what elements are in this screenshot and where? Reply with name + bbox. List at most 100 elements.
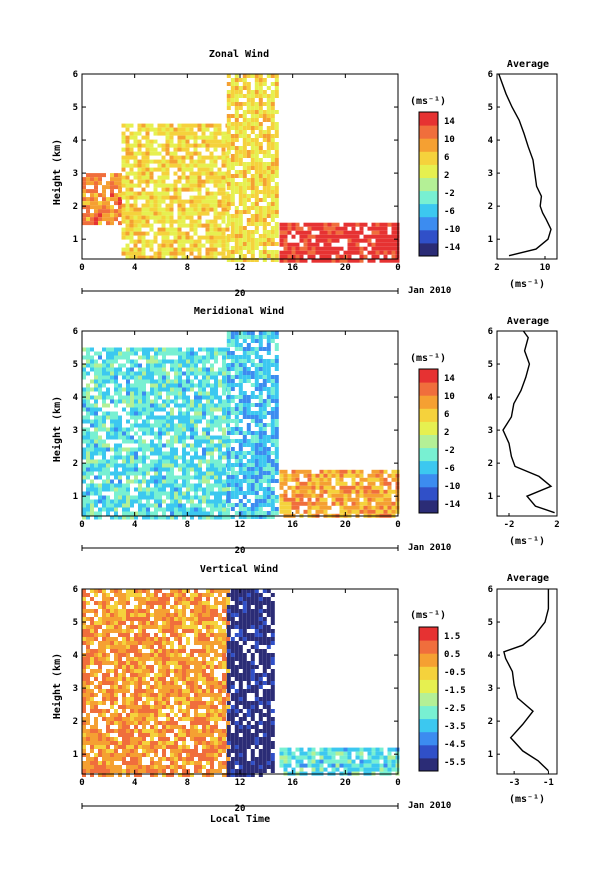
heatmap-cell	[130, 399, 134, 404]
heatmap-cell	[194, 367, 198, 372]
heatmap-cell	[226, 118, 231, 122]
heatmap-cell	[198, 367, 202, 372]
heatmap-cell	[82, 419, 86, 424]
heatmap-cell	[218, 665, 222, 669]
heatmap-cell	[319, 477, 324, 482]
heatmap-cell	[170, 649, 174, 653]
heatmap-cell	[86, 213, 90, 218]
heatmap-cell	[169, 247, 174, 252]
heatmap-cell	[86, 435, 90, 440]
heatmap-cell	[130, 499, 134, 504]
heatmap-cell	[145, 167, 150, 172]
heatmap-cell	[169, 183, 174, 188]
heatmap-cell	[181, 239, 186, 244]
heatmap-cell	[347, 230, 352, 235]
heatmap-cell	[86, 347, 90, 352]
heatmap-cell	[138, 709, 142, 713]
heatmap-cell	[173, 183, 178, 188]
heatmap-cell	[246, 242, 251, 246]
heatmap-cell	[146, 363, 150, 368]
heatmap-cell	[90, 637, 94, 641]
heatmap-cell	[279, 509, 284, 514]
heatmap-cell	[242, 491, 247, 495]
heatmap-cell	[174, 479, 178, 484]
heatmap-cell	[299, 230, 304, 235]
heatmap-cell	[90, 387, 94, 392]
heatmap-cell	[339, 234, 344, 239]
heatmap-cell	[254, 222, 259, 226]
heatmap-cell	[194, 455, 198, 460]
heatmap-cell	[170, 669, 174, 673]
heatmap-cell	[258, 178, 263, 182]
heatmap-cell	[90, 173, 94, 178]
heatmap-cell	[165, 215, 170, 220]
heatmap-cell	[193, 179, 198, 184]
heatmap-cell	[158, 451, 162, 456]
heatmap-cell	[226, 158, 231, 162]
heatmap-cell	[122, 503, 126, 508]
heatmap-cell	[86, 451, 90, 456]
heatmap-cell	[158, 605, 162, 609]
heatmap-cell	[118, 713, 122, 717]
heatmap-cell	[221, 239, 226, 244]
heatmap-cell	[121, 163, 126, 168]
heatmap-cell	[90, 463, 94, 468]
heatmap-cell	[178, 427, 182, 432]
heatmap-cell	[347, 234, 352, 239]
heatmap-cell	[295, 250, 300, 255]
heatmap-cell	[323, 469, 328, 474]
heatmap-cell	[86, 629, 90, 633]
heatmap-cell	[226, 194, 231, 198]
heatmap-cell	[173, 179, 178, 184]
heatmap-cell	[371, 234, 376, 239]
heatmap-cell	[230, 451, 235, 455]
heatmap-cell	[94, 737, 98, 741]
heatmap-cell	[90, 653, 94, 657]
heatmap-cell	[118, 673, 122, 677]
heatmap-cell	[242, 86, 247, 90]
heatmap-cell	[311, 485, 316, 490]
heatmap-cell	[194, 419, 198, 424]
heatmap-cell	[146, 503, 150, 508]
heatmap-cell	[355, 258, 360, 263]
heatmap-cell	[86, 355, 90, 360]
heatmap-cell	[130, 495, 134, 500]
heatmap-cell	[134, 689, 138, 693]
heatmap-cell	[190, 685, 194, 689]
heatmap-cell	[106, 495, 110, 500]
heatmap-cell	[246, 475, 251, 479]
heatmap-cell	[266, 142, 271, 146]
heatmap-cell	[133, 223, 138, 228]
heatmap-cell	[205, 199, 210, 204]
heatmap-cell	[142, 621, 146, 625]
heatmap-cell	[114, 593, 118, 597]
heatmap-cell	[110, 427, 114, 432]
heatmap-cell	[173, 247, 178, 252]
heatmap-cell	[114, 721, 118, 725]
heatmap-cell	[178, 463, 182, 468]
heatmap-cell	[189, 123, 194, 128]
heatmap-cell	[242, 142, 247, 146]
heatmap-cell	[161, 223, 166, 228]
heatmap-cell	[359, 246, 364, 251]
heatmap-cell	[347, 473, 352, 478]
heatmap-cell	[110, 375, 114, 380]
heatmap-cell	[169, 155, 174, 160]
heatmap-cell	[218, 729, 222, 733]
heatmap-cell	[258, 86, 263, 90]
heatmap-cell	[209, 251, 214, 256]
heatmap-cell	[161, 155, 166, 160]
heatmap-cell	[182, 419, 186, 424]
heatmap-cell	[202, 455, 206, 460]
heatmap-cell	[94, 733, 98, 737]
heatmap-cell	[375, 485, 380, 490]
heatmap-cell	[82, 455, 86, 460]
heatmap-cell	[158, 423, 162, 428]
heatmap-cell	[274, 415, 279, 419]
heatmap-cell	[138, 511, 142, 516]
heatmap-cell	[166, 471, 170, 476]
heatmap-cell	[234, 511, 239, 515]
heatmap-cell	[146, 375, 150, 380]
heatmap-cell	[153, 219, 158, 224]
heatmap-cell	[114, 737, 118, 741]
